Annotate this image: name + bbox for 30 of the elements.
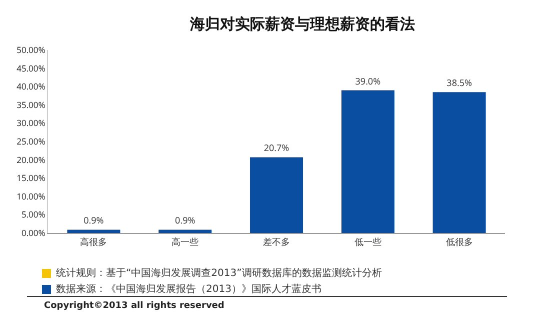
y-tick-label: 30.00% <box>16 118 46 130</box>
x-tick-label: 差不多 <box>263 234 290 248</box>
y-tick-label: 45.00% <box>16 63 46 74</box>
y-tick-label: 0.00% <box>21 228 46 239</box>
y-tick-label: 25.00% <box>16 136 46 148</box>
bar <box>250 157 304 233</box>
bar <box>158 230 212 233</box>
y-tick-label: 15.00% <box>16 173 46 184</box>
data-label: 0.9% <box>84 214 104 227</box>
y-tick-label: 5.00% <box>21 210 46 221</box>
y-tick-label: 35.00% <box>16 100 46 111</box>
x-tick-label: 高很多 <box>80 234 108 248</box>
data-label: 39.0% <box>355 74 381 88</box>
x-tick-label: 高一些 <box>172 234 199 248</box>
bar <box>341 90 394 233</box>
y-tick-label: 40.00% <box>16 82 46 93</box>
source-note: 数据来源：《中国海归发展报告（2013）》国际人才蓝皮书 <box>56 282 322 296</box>
y-tick-label: 20.00% <box>16 154 46 166</box>
bar <box>67 230 120 233</box>
bar <box>432 92 486 233</box>
x-tick-label: 低一些 <box>354 234 382 248</box>
text: 统计规则：基于“中国海归发展调查2013”调研数据库的数据监测统计分析 <box>56 266 382 280</box>
data-label: 38.5% <box>446 76 472 90</box>
data-label: 0.9% <box>175 214 196 227</box>
y-tick-label: 10.00% <box>16 191 46 202</box>
chart-title: 海归对实际薪资与理想薪资的看法 <box>189 15 415 34</box>
text: Copyright©2013 all rights reserved <box>44 301 224 311</box>
data-label: 20.7% <box>264 141 290 154</box>
y-tick-label: 50.00% <box>16 44 46 56</box>
x-tick-label: 低很多 <box>446 234 473 248</box>
